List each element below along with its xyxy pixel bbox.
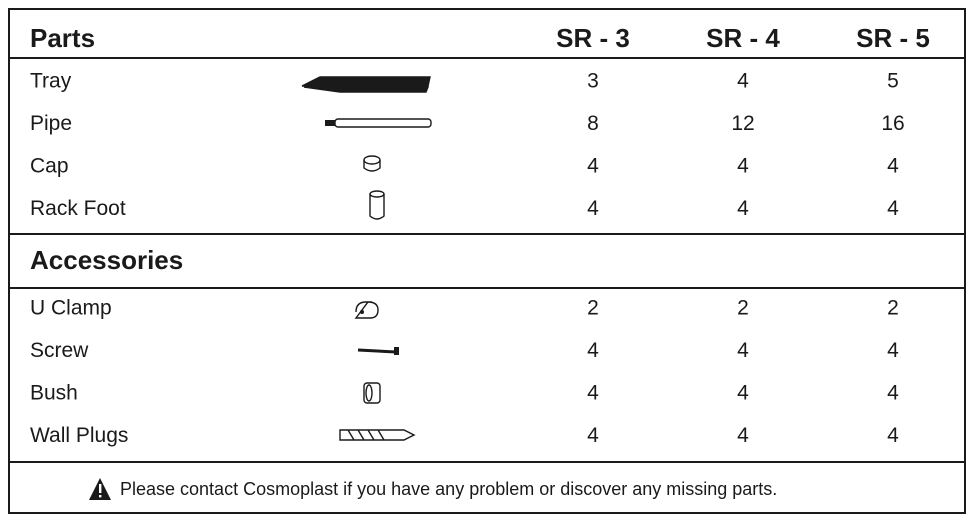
item-name: Tray: [30, 70, 72, 93]
item-name: Rack Foot: [30, 197, 126, 220]
column-heading: SR - 3: [556, 23, 630, 53]
item-count: 4: [887, 197, 899, 220]
footer-note: Please contact Cosmoplast if you have an…: [120, 479, 777, 499]
item-count: 3: [587, 70, 599, 93]
item-count: 4: [887, 155, 899, 178]
item-count: 16: [881, 112, 904, 135]
item-name: Cap: [30, 155, 69, 178]
item-name: Pipe: [30, 112, 72, 135]
column-heading: SR - 4: [706, 23, 780, 53]
item-count: 4: [887, 382, 899, 405]
accessories-heading: Accessories: [30, 245, 183, 275]
item-count: 4: [587, 424, 599, 447]
item-name: Screw: [30, 339, 89, 362]
item-count: 4: [737, 197, 749, 220]
item-count: 4: [737, 339, 749, 362]
item-count: 4: [587, 339, 599, 362]
item-count: 4: [737, 424, 749, 447]
item-count: 4: [737, 70, 749, 93]
item-count: 4: [887, 424, 899, 447]
item-count: 4: [887, 339, 899, 362]
item-count: 4: [587, 197, 599, 220]
item-name: U Clamp: [30, 297, 112, 320]
item-count: 8: [587, 112, 599, 135]
item-count: 4: [587, 155, 599, 178]
item-count: 2: [887, 297, 899, 320]
column-heading: SR - 5: [856, 23, 930, 53]
item-count: 12: [731, 112, 754, 135]
item-count: 2: [587, 297, 599, 320]
item-name: Wall Plugs: [30, 424, 128, 447]
item-count: 4: [737, 382, 749, 405]
part-icons: [301, 76, 432, 441]
item-count: 2: [737, 297, 749, 320]
item-count: 5: [887, 70, 899, 93]
item-count: 4: [587, 382, 599, 405]
warning-icon: [89, 478, 111, 500]
table-border: [8, 8, 966, 514]
item-name: Bush: [30, 382, 78, 405]
item-count: 4: [737, 155, 749, 178]
parts-heading: Parts: [30, 23, 95, 53]
